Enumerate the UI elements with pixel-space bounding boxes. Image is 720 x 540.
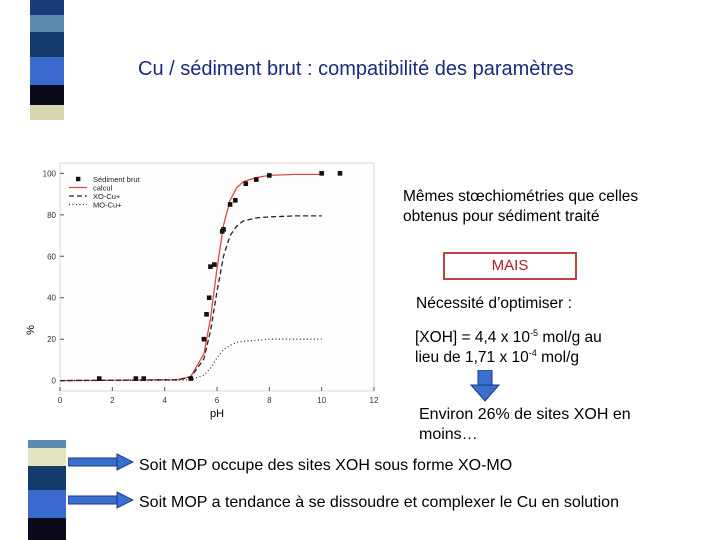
deco-block bbox=[30, 0, 64, 15]
conclusion-mop-1: Soit MOP occupe des sites XOH sous forme… bbox=[139, 457, 513, 474]
sites-text: Environ 26% de sites XOH en moins… bbox=[419, 406, 631, 443]
deco-block bbox=[28, 440, 66, 448]
xoh-part-b: mol/g au bbox=[538, 329, 602, 346]
x-tick-label: 8 bbox=[267, 396, 272, 405]
conclusion-mop-2: Soit MOP a tendance à se dissoudre et co… bbox=[139, 494, 619, 511]
legend-label: calcul bbox=[93, 183, 113, 192]
deco-block bbox=[30, 105, 64, 120]
data-point bbox=[212, 262, 217, 267]
y-tick-label: 0 bbox=[52, 377, 57, 386]
data-point bbox=[204, 312, 209, 317]
deco-block bbox=[28, 490, 66, 518]
data-point bbox=[227, 202, 233, 207]
data-point bbox=[221, 227, 226, 232]
xoh-text: [XOH] = 4,4 x 10-5 mol/g au lieu de 1,71… bbox=[415, 328, 695, 368]
legend-label: XO-Cu+ bbox=[93, 192, 121, 201]
data-point bbox=[337, 171, 343, 176]
data-point bbox=[267, 173, 272, 178]
data-point bbox=[233, 198, 238, 203]
deco-block bbox=[30, 57, 64, 85]
xoh-part-a: [XOH] = 4,4 x 10 bbox=[415, 329, 531, 346]
legend-marker-points bbox=[76, 176, 81, 182]
legend-label: Sédiment brut bbox=[93, 175, 141, 184]
xoh-exp-a: -5 bbox=[530, 327, 539, 338]
plot-frame bbox=[59, 162, 375, 392]
right-arrow-icon bbox=[68, 491, 134, 509]
x-tick-label: 10 bbox=[317, 396, 326, 405]
data-point bbox=[243, 181, 249, 187]
data-point bbox=[96, 376, 102, 381]
deco-block bbox=[28, 466, 66, 490]
y-tick-label: 40 bbox=[47, 294, 56, 303]
data-point bbox=[206, 295, 212, 301]
slide-title: Cu / sédiment brut : compatibilité des p… bbox=[138, 58, 574, 80]
x-tick-label: 12 bbox=[370, 396, 379, 405]
down-arrow-icon bbox=[470, 370, 500, 402]
legend-label: MO-Cu+ bbox=[93, 200, 122, 209]
sorption-chart: 0 2 4 6 8 10 12 0 20 40 60 80 100 Sédiment brutcalcu… bbox=[25, 162, 379, 420]
data-point bbox=[319, 171, 324, 176]
deco-block bbox=[30, 85, 64, 105]
mais-box: MAIS bbox=[443, 252, 577, 280]
deco-block bbox=[28, 448, 66, 466]
x-tick-label: 6 bbox=[215, 396, 220, 405]
x-tick-label: 0 bbox=[58, 396, 63, 405]
deco-block bbox=[28, 518, 66, 540]
stoichiometry-text: Mêmes stœchiométries que celles obtenus … bbox=[403, 188, 639, 225]
optimise-text: Nécessité d’optimiser : bbox=[416, 295, 572, 312]
deco-block bbox=[30, 32, 64, 57]
y-tick-label: 80 bbox=[47, 211, 56, 220]
x-tick-label: 4 bbox=[162, 396, 167, 405]
data-point bbox=[141, 376, 147, 381]
xoh-exp-c: -4 bbox=[528, 347, 537, 358]
y-axis-label: % bbox=[25, 325, 37, 335]
data-point bbox=[188, 376, 194, 381]
chart-points bbox=[96, 171, 343, 381]
y-tick-label: 20 bbox=[47, 335, 56, 344]
y-tick-label: 60 bbox=[47, 252, 56, 261]
x-tick-label: 2 bbox=[110, 396, 115, 405]
data-point bbox=[208, 264, 213, 269]
data-point bbox=[253, 177, 259, 182]
chart-axes: 0 2 4 6 8 10 12 0 20 40 60 80 100 bbox=[43, 169, 379, 405]
data-point bbox=[133, 376, 139, 381]
deco-block bbox=[30, 15, 64, 32]
xoh-part-c: lieu de 1,71 x 10 bbox=[415, 349, 529, 366]
data-point bbox=[201, 336, 207, 342]
xoh-part-d: mol/g bbox=[536, 349, 579, 366]
right-arrow-icon bbox=[68, 453, 134, 471]
series-line-dashed bbox=[59, 215, 322, 382]
y-tick-label: 100 bbox=[43, 169, 57, 178]
x-axis-label: pH bbox=[210, 408, 224, 420]
